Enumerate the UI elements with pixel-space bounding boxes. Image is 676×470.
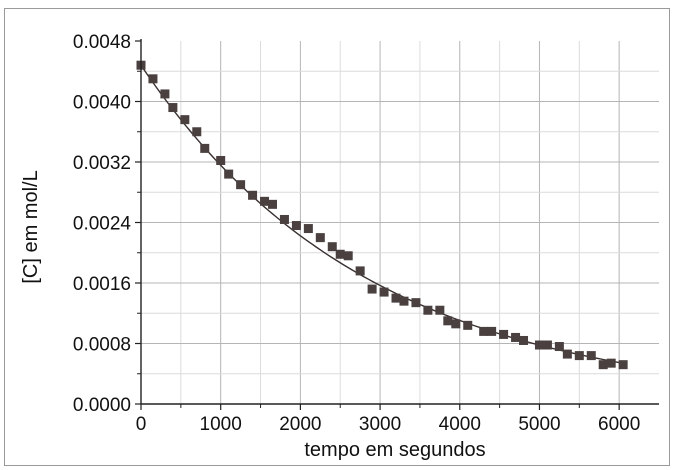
data-point — [423, 305, 433, 315]
data-point — [463, 320, 473, 330]
data-point — [391, 293, 401, 303]
data-point — [487, 326, 497, 336]
data-points — [136, 60, 628, 370]
chart-frame: 0 1000 2000 3000 4000 5000 6000 0.0000 0.0008 0.0… — [4, 8, 670, 466]
x-axis-title: tempo em segundos — [304, 439, 485, 461]
data-point — [248, 190, 258, 200]
data-point — [574, 351, 584, 361]
data-point — [200, 143, 210, 153]
data-point — [499, 329, 509, 339]
data-point — [598, 360, 608, 370]
kinetics-chart: 0 1000 2000 3000 4000 5000 6000 0.0000 0.0008 0.0… — [20, 32, 659, 461]
data-point — [180, 115, 190, 125]
data-point — [224, 169, 234, 179]
data-point — [303, 224, 313, 234]
data-point — [168, 103, 178, 113]
data-point — [192, 127, 202, 137]
data-point — [399, 296, 409, 306]
x-tick-label: 3000 — [359, 414, 401, 435]
y-tick-label: 0.0016 — [73, 274, 131, 295]
grid — [141, 41, 659, 404]
data-point — [315, 233, 325, 243]
data-point — [443, 316, 453, 326]
data-point — [451, 319, 461, 329]
data-point — [279, 214, 289, 224]
data-point — [411, 298, 421, 308]
ticks: 0 1000 2000 3000 4000 5000 6000 0.0000 0.0008 0.0… — [73, 32, 640, 435]
data-point — [327, 242, 337, 252]
y-tick-label: 0.0032 — [73, 153, 131, 174]
data-point — [267, 199, 277, 209]
data-point — [355, 266, 365, 276]
axes — [140, 39, 659, 405]
data-point — [519, 335, 529, 345]
data-point — [343, 251, 353, 261]
data-point — [260, 196, 270, 206]
data-point — [367, 284, 377, 294]
x-tick-label: 5000 — [518, 414, 560, 435]
x-tick-label: 4000 — [439, 414, 481, 435]
data-point — [216, 155, 226, 165]
y-tick-label: 0.0024 — [73, 214, 132, 235]
data-point — [148, 74, 158, 84]
data-point — [479, 326, 489, 336]
y-tick-label: 0.0048 — [73, 32, 131, 53]
data-point — [379, 287, 389, 297]
data-point — [335, 249, 345, 259]
x-tick-label: 6000 — [598, 414, 640, 435]
x-tick-label: 0 — [136, 414, 147, 435]
data-point — [291, 221, 301, 231]
data-point — [542, 340, 552, 350]
y-tick-label: 0.0040 — [73, 93, 131, 114]
y-axis-title: [C] em mol/L — [20, 170, 42, 283]
data-point — [554, 342, 564, 352]
data-point — [534, 340, 544, 350]
data-point — [160, 89, 170, 99]
data-point — [236, 180, 246, 190]
data-point — [586, 351, 596, 361]
data-point — [606, 358, 616, 368]
data-point — [618, 360, 628, 370]
data-point — [562, 349, 572, 359]
data-point — [435, 305, 445, 315]
data-point — [511, 332, 521, 342]
y-tick-label: 0.0008 — [73, 335, 131, 356]
y-tick-label: 0.0000 — [73, 395, 131, 416]
x-tick-label: 2000 — [279, 414, 321, 435]
x-tick-label: 1000 — [200, 414, 242, 435]
